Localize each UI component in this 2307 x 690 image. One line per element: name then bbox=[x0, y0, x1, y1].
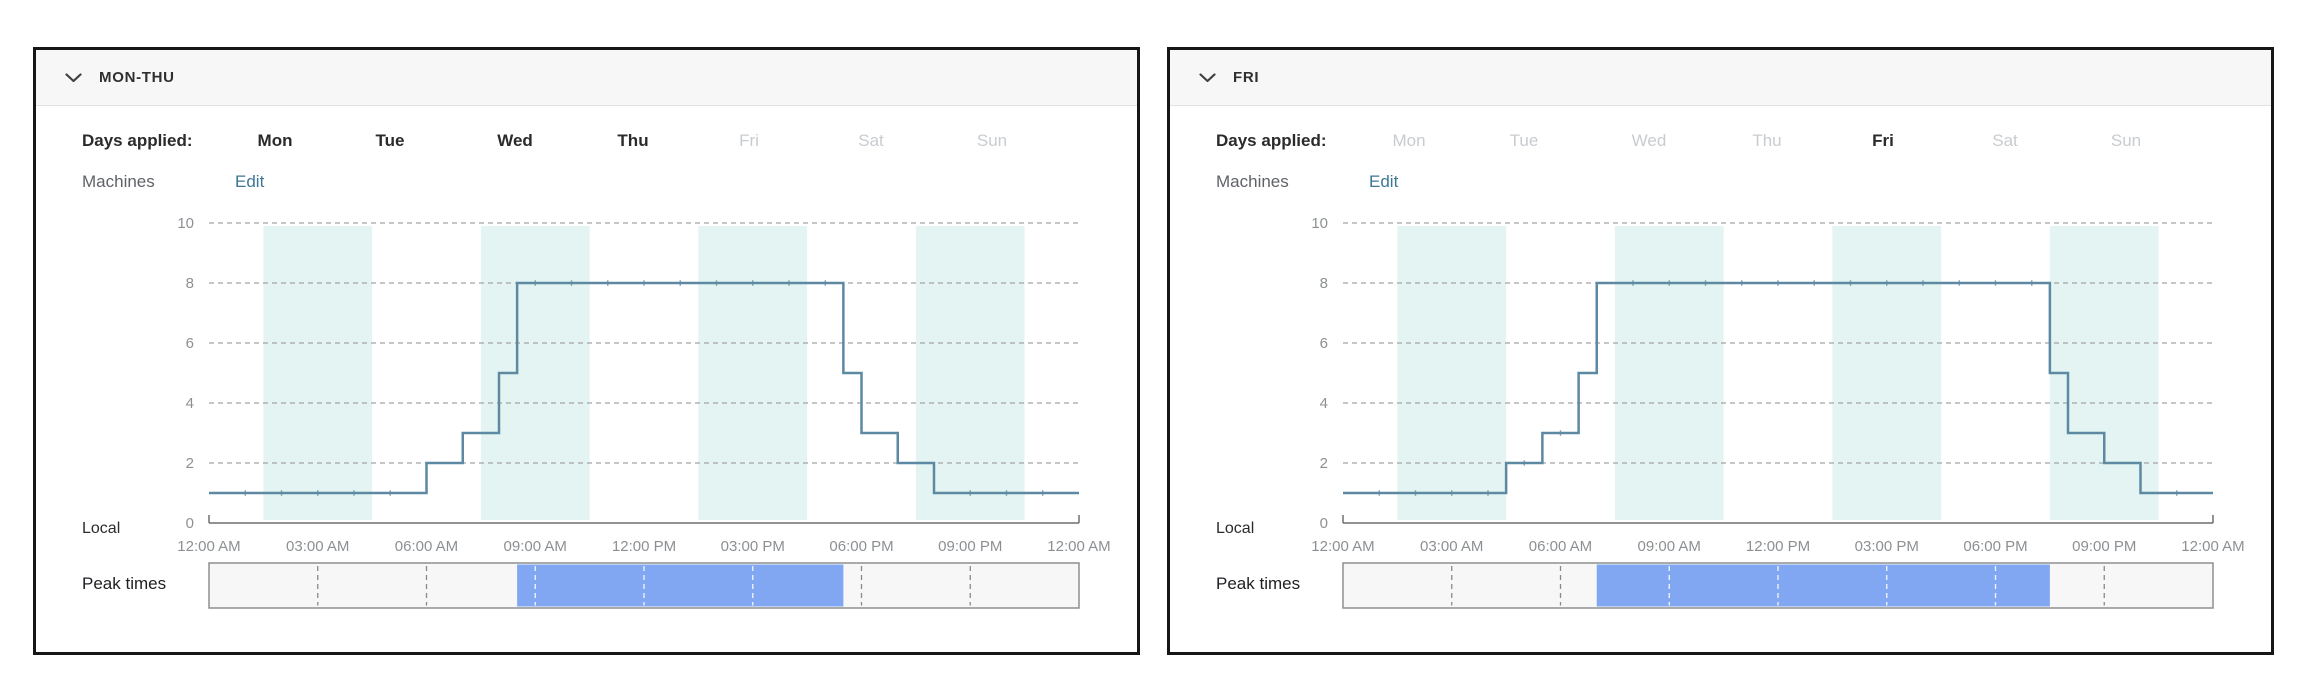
x-axis-tick-label: 03:00 PM bbox=[721, 538, 785, 555]
machines-step-chart: 0 2 4 6 8 10 12:00 AM 03:00 AM 06:00 AM 09:00 AM 1… bbox=[1311, 215, 2244, 555]
x-axis-tick-label: 12:00 AM bbox=[177, 538, 240, 555]
day-toggle-wed[interactable]: Wed bbox=[1631, 131, 1667, 150]
edit-machines-link[interactable]: Edit bbox=[1369, 172, 1399, 191]
highlight-band bbox=[915, 226, 1025, 520]
local-timezone-label: Local bbox=[1216, 520, 1255, 537]
days-applied-label: Days applied: bbox=[1216, 131, 1327, 150]
x-axis-tick-label: 06:00 AM bbox=[395, 538, 458, 555]
peak-times-label: Peak times bbox=[1216, 574, 1301, 593]
peak-times-range bbox=[517, 564, 844, 607]
day-toggle-sun[interactable]: Sun bbox=[976, 131, 1008, 150]
chevron-down-icon bbox=[65, 72, 82, 82]
x-axis-tick-label: 06:00 PM bbox=[1963, 538, 2027, 555]
x-axis-tick-label: 03:00 PM bbox=[1855, 538, 1919, 555]
machines-step-chart: 0 2 4 6 8 10 12:00 AM 03:00 AM 06:00 AM 09:00 AM 1… bbox=[177, 215, 1110, 555]
day-toggle-sat[interactable]: Sat bbox=[858, 131, 884, 150]
highlight-band bbox=[480, 226, 590, 520]
panel-mon-thu: MON-THU Days applied: Mon Tue Wed Thu Fr… bbox=[33, 47, 1140, 655]
machines-row: Machines Edit bbox=[36, 169, 1137, 195]
day-toggle-fri[interactable]: Fri bbox=[1872, 131, 1894, 150]
y-axis-tick-label: 2 bbox=[186, 455, 194, 472]
peak-times-label: Peak times bbox=[82, 574, 167, 593]
highlight-band bbox=[698, 226, 808, 520]
y-axis-tick-label: 8 bbox=[1320, 275, 1328, 292]
day-toggle-sat[interactable]: Sat bbox=[1992, 131, 2018, 150]
y-axis-tick-label: 10 bbox=[1311, 215, 1328, 232]
x-axis-tick-label: 12:00 AM bbox=[1311, 538, 1374, 555]
day-toggle-thu[interactable]: Thu bbox=[1752, 131, 1782, 150]
day-toggle-tue[interactable]: Tue bbox=[375, 131, 405, 150]
peak-times-bar bbox=[208, 562, 1080, 609]
panel-fri-collapse-header[interactable]: FRI bbox=[1170, 50, 2271, 106]
y-axis-tick-label: 0 bbox=[186, 515, 194, 532]
chevron-down-icon bbox=[1199, 72, 1216, 82]
x-axis-tick-label: 09:00 AM bbox=[504, 538, 567, 555]
machines-step-line bbox=[1343, 281, 2213, 495]
highlight-band bbox=[263, 226, 373, 520]
x-axis-tick-label: 09:00 PM bbox=[2072, 538, 2136, 555]
day-toggle-fri[interactable]: Fri bbox=[739, 131, 759, 150]
x-axis-tick-label: 12:00 AM bbox=[2181, 538, 2244, 555]
edit-machines-link[interactable]: Edit bbox=[235, 172, 265, 191]
highlight-band bbox=[1397, 226, 1507, 520]
highlight-band bbox=[1614, 226, 1724, 520]
x-axis-tick-label: 06:00 AM bbox=[1529, 538, 1592, 555]
day-toggle-sun[interactable]: Sun bbox=[2110, 131, 2142, 150]
y-axis-tick-label: 6 bbox=[1320, 335, 1328, 352]
x-axis-tick-label: 12:00 AM bbox=[1047, 538, 1110, 555]
peak-times-range bbox=[1596, 564, 2050, 607]
x-axis-tick-label: 09:00 PM bbox=[938, 538, 1002, 555]
days-applied-label: Days applied: bbox=[82, 131, 193, 150]
highlight-band bbox=[1832, 226, 1942, 520]
y-axis-tick-label: 4 bbox=[1320, 395, 1328, 412]
peak-times-bar bbox=[1342, 562, 2214, 609]
x-axis-tick-label: 09:00 AM bbox=[1638, 538, 1701, 555]
machines-label: Machines bbox=[1216, 172, 1289, 191]
panel-mon-thu-collapse-header[interactable]: MON-THU bbox=[36, 50, 1137, 106]
x-axis-tick-label: 06:00 PM bbox=[829, 538, 893, 555]
x-axis-tick-label: 03:00 AM bbox=[286, 538, 349, 555]
day-toggle-thu[interactable]: Thu bbox=[617, 131, 649, 150]
x-axis-tick-label: 12:00 PM bbox=[1746, 538, 1810, 555]
y-axis-tick-label: 6 bbox=[186, 335, 194, 352]
panel-title: MON-THU bbox=[99, 69, 175, 86]
day-toggle-tue[interactable]: Tue bbox=[1509, 131, 1539, 150]
days-applied-row: Days applied: Mon Tue Wed Thu Fri Sat Su… bbox=[1170, 128, 2271, 154]
local-timezone-label: Local bbox=[82, 520, 121, 537]
panel-title: FRI bbox=[1233, 69, 1260, 86]
day-toggle-wed[interactable]: Wed bbox=[497, 131, 533, 150]
y-axis-tick-label: 0 bbox=[1320, 515, 1328, 532]
day-toggle-mon[interactable]: Mon bbox=[1392, 131, 1426, 150]
panel-fri: FRI Days applied: Mon Tue Wed Thu Fri Sa… bbox=[1167, 47, 2274, 655]
x-axis-tick-label: 12:00 PM bbox=[612, 538, 676, 555]
days-applied-row: Days applied: Mon Tue Wed Thu Fri Sat Su… bbox=[36, 128, 1137, 154]
y-axis-tick-label: 2 bbox=[1320, 455, 1328, 472]
day-toggle-mon[interactable]: Mon bbox=[257, 131, 293, 150]
x-axis-tick-label: 03:00 AM bbox=[1420, 538, 1483, 555]
y-axis-tick-label: 4 bbox=[186, 395, 194, 412]
y-axis-tick-label: 8 bbox=[186, 275, 194, 292]
y-axis-tick-label: 10 bbox=[177, 215, 194, 232]
machines-label: Machines bbox=[82, 172, 155, 191]
machines-row: Machines Edit bbox=[1170, 169, 2271, 195]
